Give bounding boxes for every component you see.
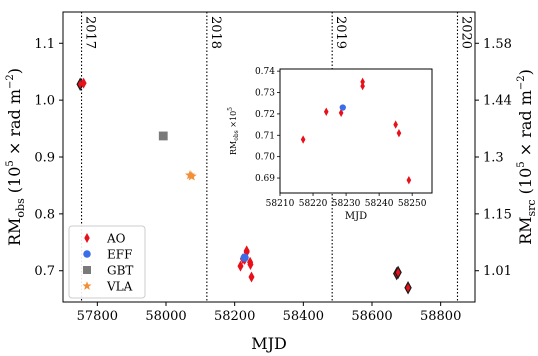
legend: AO EFF GBT VLA <box>68 225 146 299</box>
year-label: 2020 <box>458 16 473 49</box>
y-axis-label: RMobs (105 × rad m−2) <box>5 68 27 246</box>
inset-data-point-ao <box>338 108 344 118</box>
inset-data-point-ao <box>300 135 306 144</box>
data-point-ao <box>404 281 412 295</box>
inset-data-point-ao <box>406 175 412 185</box>
legend-label: AO <box>106 232 126 246</box>
legend-label: GBT <box>107 264 133 278</box>
inset-data-point-ao <box>360 81 365 91</box>
inset-data-point-ao <box>360 77 365 87</box>
inset-y-tick-label: 0.69 <box>255 174 275 184</box>
inset-x-axis-label: MJD <box>345 211 367 222</box>
right-y-tick-label: 1.3 <box>483 151 504 166</box>
inset-x-tick-label: 58240 <box>365 199 394 209</box>
legend-box <box>68 225 146 299</box>
inset-data-point-ao <box>396 128 402 138</box>
inset-y-tick-label: 0.74 <box>255 67 275 77</box>
data-point-eff <box>240 253 249 262</box>
y-tick-label: 0.9 <box>34 151 55 166</box>
legend-marker-ao <box>84 233 90 243</box>
year-label: 2019 <box>333 16 348 49</box>
y-tick-label: 1.0 <box>34 94 55 109</box>
x-tick-label: 58400 <box>283 309 324 324</box>
y-tick-label: 0.8 <box>34 207 55 222</box>
y-tick-label: 0.7 <box>34 264 55 279</box>
year-label: 2017 <box>83 16 98 49</box>
inset-y-tick-label: 0.71 <box>255 131 275 141</box>
inset-y-axis-label: RMobs ×105 <box>227 107 240 155</box>
data-point-ao <box>248 271 255 283</box>
inset-y-tick-label: 0.73 <box>255 89 275 99</box>
right-y-tick-label: 1.44 <box>483 94 512 109</box>
legend-marker-eff <box>83 250 91 258</box>
x-tick-label: 58600 <box>351 309 392 324</box>
inset-x-tick-label: 58210 <box>266 199 295 209</box>
inset-frame <box>279 68 433 194</box>
inset-data-point-eff <box>339 104 346 111</box>
x-axis-label: MJD <box>251 334 287 353</box>
legend-marker-gbt <box>83 266 91 274</box>
legend-label: EFF <box>107 248 132 262</box>
data-point-vla <box>186 171 197 181</box>
data-point-ao <box>237 260 244 272</box>
legend-marker-vla <box>82 281 92 290</box>
right-y-axis-label: RMsrc (105 × rad m−2) <box>516 69 538 245</box>
inset-y-tick-label: 0.70 <box>255 153 275 163</box>
data-point-gbt <box>158 131 168 141</box>
right-y-tick-label: 1.01 <box>483 264 512 279</box>
inset-x-tick-label: 58220 <box>299 199 328 209</box>
inset-x-tick-label: 58230 <box>332 199 361 209</box>
inset-data-point-ao <box>323 107 329 116</box>
year-label: 2018 <box>208 16 223 49</box>
data-point-ao <box>247 258 254 270</box>
inset-plot: 58210 58220 58230 58240 58250 0.69 0.70 0.71 0.7… <box>227 67 433 222</box>
right-y-tick-label: 1.15 <box>483 207 512 222</box>
data-point-ao <box>394 265 402 280</box>
legend-label: VLA <box>106 280 133 294</box>
data-point-ao <box>80 77 87 89</box>
inset-data-point-ao <box>393 120 398 129</box>
x-tick-label: 58800 <box>420 309 461 324</box>
right-y-tick-label: 1.58 <box>483 37 512 52</box>
x-tick-label: 58000 <box>145 309 186 324</box>
x-tick-label: 57800 <box>77 309 118 324</box>
inset-x-tick-label: 58250 <box>398 199 427 209</box>
inset-y-tick-label: 0.72 <box>255 110 275 120</box>
y-tick-label: 1.1 <box>34 37 55 52</box>
main-plot: 2017 2018 2019 2020 57800 58000 58200 58400 5860… <box>5 11 538 353</box>
x-tick-label: 58200 <box>214 309 255 324</box>
